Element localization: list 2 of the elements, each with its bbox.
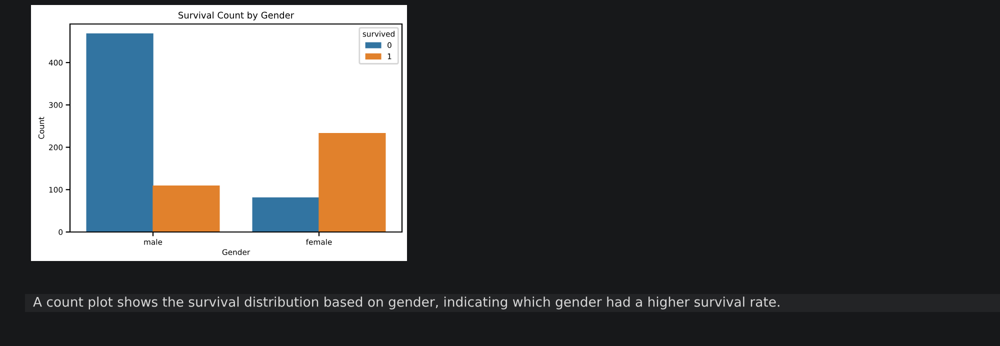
chart-title: Survival Count by Gender: [178, 12, 294, 20]
text: A count plot shows the survival distribution based on gender, indicating which gender had a higher survival rate.: [33, 296, 780, 310]
